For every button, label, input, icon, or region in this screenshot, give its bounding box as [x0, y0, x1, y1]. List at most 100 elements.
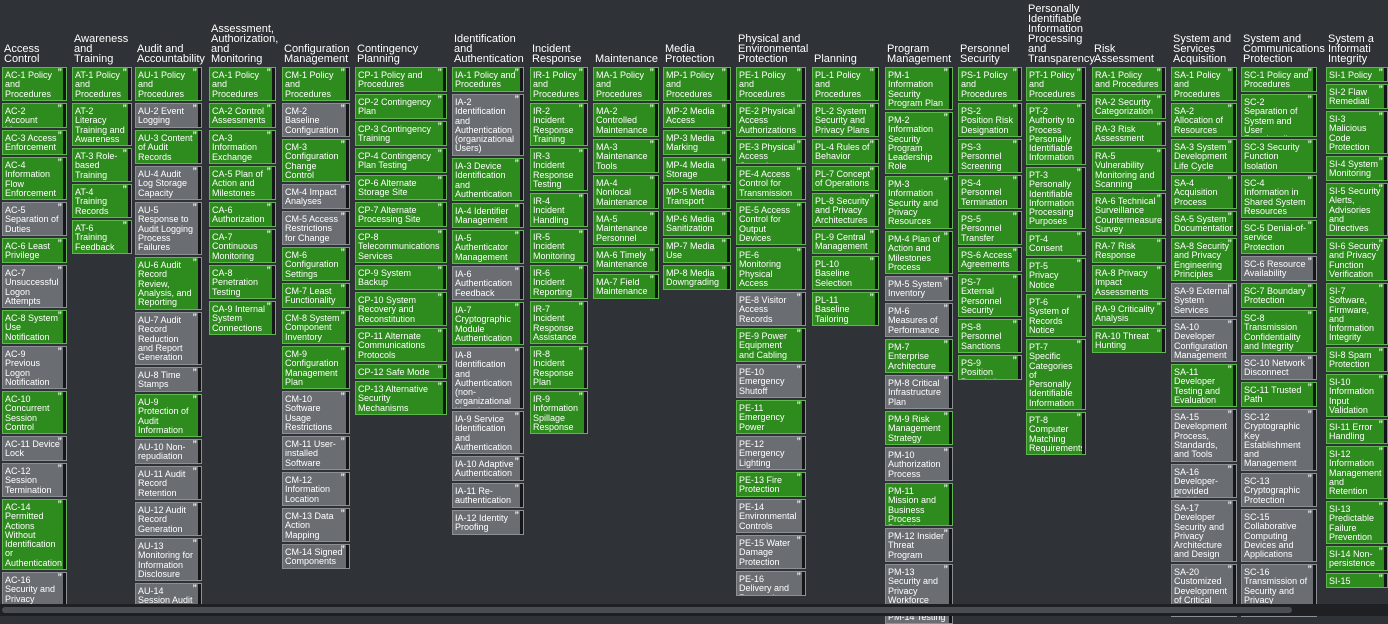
control-card[interactable]: PM-6 Measures of Performance”: [885, 303, 953, 337]
control-card[interactable]: CA-8 Penetration Testing ”: [209, 265, 276, 299]
control-card[interactable]: PL-9 Central Management”: [812, 229, 879, 254]
control-card[interactable]: AT-1 Policy and Procedures”: [72, 67, 132, 101]
control-card[interactable]: SI-10 Information Input Validation”: [1326, 374, 1388, 417]
control-card[interactable]: PT-4 Consent ”: [1026, 231, 1086, 256]
control-card[interactable]: AU-5 Response to Audit Logging Process F…: [135, 202, 202, 255]
control-card[interactable]: IR-7 Incident Response Assistance”: [530, 301, 588, 344]
control-card[interactable]: PM-7 Enterprise Architecture ”: [885, 339, 953, 373]
control-card[interactable]: PE-14 Environmental Controls”: [736, 499, 806, 533]
control-card[interactable]: CP-10 System Recovery and Reconstitution…: [355, 292, 447, 326]
control-card[interactable]: CM-6 Configuration Settings”: [282, 247, 350, 281]
control-card[interactable]: IA-8 Identification and Authentication (…: [452, 347, 524, 409]
control-card[interactable]: CP-13 Alternative Security Mechanisms ”: [355, 381, 447, 415]
control-card[interactable]: PL-11 Baseline Tailoring ”: [812, 292, 879, 326]
control-card[interactable]: SA-15 Development Process, Standards, an…: [1171, 409, 1237, 462]
control-card[interactable]: PM-3 Information Security and Privacy Re…: [885, 176, 953, 229]
control-card[interactable]: MP-3 Media Marking ”: [663, 130, 731, 155]
control-card[interactable]: IR-1 Policy and Procedures”: [530, 67, 588, 101]
control-card[interactable]: PE-8 Visitor Access Records ”: [736, 292, 806, 326]
control-card[interactable]: SA-16 Developer-provided Training ”: [1171, 464, 1237, 498]
control-card[interactable]: PM-12 Insider Threat Program”: [885, 528, 953, 562]
control-card[interactable]: IA-12 Identity Proofing ”: [452, 510, 524, 535]
control-card[interactable]: PE-9 Power Equipment and Cabling ”: [736, 328, 806, 362]
control-card[interactable]: SC-15 Collaborative Computing Devices an…: [1241, 509, 1317, 562]
control-card[interactable]: SA-4 Acquisition Process ”: [1171, 175, 1237, 209]
control-card[interactable]: PM-8 Critical Infrastructure Plan”: [885, 375, 953, 409]
control-card[interactable]: RA-3 Risk Assessment ”: [1092, 121, 1166, 146]
control-card[interactable]: SI-8 Spam Protection ”: [1326, 347, 1388, 372]
control-card[interactable]: SI-5 Security Alerts, Advisories and Dir…: [1326, 183, 1388, 236]
control-card[interactable]: CM-3 Configuration Change Control”: [282, 139, 350, 182]
control-card[interactable]: PE-12 Emergency Lighting ”: [736, 436, 806, 470]
control-card[interactable]: CM-12 Information Location ”: [282, 472, 350, 506]
control-card[interactable]: CM-1 Policy and Procedures ”: [282, 67, 350, 101]
control-card[interactable]: PT-1 Policy and Procedures”: [1026, 67, 1086, 101]
control-card[interactable]: CM-5 Access Restrictions for Change”: [282, 211, 350, 245]
control-card[interactable]: CM-9 Configuration Management Plan”: [282, 346, 350, 389]
control-card[interactable]: PM-9 Risk Management Strategy”: [885, 411, 953, 445]
control-card[interactable]: RA-10 Threat Hunting ”: [1092, 328, 1166, 353]
control-card[interactable]: PE-16 Delivery and Removal ”: [736, 571, 806, 596]
control-card[interactable]: PS-1 Policy and Procedures ”: [958, 67, 1022, 101]
control-card[interactable]: IR-6 Incident Reporting ”: [530, 265, 588, 299]
control-card[interactable]: RA-8 Privacy Impact Assessments ”: [1092, 265, 1166, 299]
control-card[interactable]: CP-4 Contingency Plan Testing ”: [355, 148, 447, 173]
control-card[interactable]: MA-3 Maintenance Tools”: [593, 139, 659, 173]
control-card[interactable]: SC-11 Trusted Path ”: [1241, 382, 1317, 407]
control-card[interactable]: AC-14 Permitted Actions Without Identifi…: [2, 499, 67, 570]
control-card[interactable]: SI-4 System Monitoring”: [1326, 156, 1388, 181]
control-card[interactable]: SA-11 Developer Testing and Evaluation ”: [1171, 364, 1237, 407]
control-card[interactable]: IR-4 Incident Handling ”: [530, 193, 588, 227]
control-card[interactable]: PL-10 Baseline Selection ”: [812, 256, 879, 290]
control-card[interactable]: AU-11 Audit Record Retention ”: [135, 466, 202, 500]
control-card[interactable]: PS-4 Personnel Termination ”: [958, 175, 1022, 209]
control-card[interactable]: AC-10 Concurrent Session Control ”: [2, 391, 67, 434]
control-card[interactable]: PM-5 System Inventory”: [885, 276, 953, 301]
control-card[interactable]: PM-4 Plan of Action and Milestones Proce…: [885, 231, 953, 274]
control-card[interactable]: PE-15 Water Damage Protection ”: [736, 535, 806, 569]
control-card[interactable]: CP-11 Alternate Communications Protocols…: [355, 328, 447, 362]
control-card[interactable]: CM-11 User-installed Software ”: [282, 436, 350, 470]
control-card[interactable]: PT-2 Authority to Process Personally Ide…: [1026, 103, 1086, 165]
control-card[interactable]: RA-1 Policy and Procedures”: [1092, 67, 1166, 92]
control-card[interactable]: SI-7 Software, Firmware, and Information…: [1326, 283, 1388, 345]
control-card[interactable]: IR-3 Incident Response Testing ”: [530, 148, 588, 191]
control-card[interactable]: AU-9 Protection of Audit Information”: [135, 394, 202, 437]
control-card[interactable]: MP-5 Media Transport ”: [663, 184, 731, 209]
control-card[interactable]: SI-13 Predictable Failure Prevention”: [1326, 501, 1388, 544]
control-card[interactable]: SA-9 External System Services”: [1171, 283, 1237, 317]
control-card[interactable]: PT-5 Privacy Notice ”: [1026, 258, 1086, 292]
control-card[interactable]: AC-2 Account Management”: [2, 103, 67, 128]
control-card[interactable]: CA-3 Information Exchange ”: [209, 130, 276, 164]
horizontal-scrollbar-thumb[interactable]: [2, 607, 1292, 613]
control-card[interactable]: PE-1 Policy and Procedures ”: [736, 67, 806, 101]
control-card[interactable]: IR-8 Incident Response Plan ”: [530, 346, 588, 389]
control-card[interactable]: AU-14 Session Audit”: [135, 583, 202, 608]
control-card[interactable]: CM-2 Baseline Configuration”: [282, 103, 350, 137]
control-card[interactable]: PE-5 Access Control for Output Devices ”: [736, 202, 806, 245]
control-card[interactable]: SI-11 Error Handling ”: [1326, 419, 1388, 444]
control-card[interactable]: AC-4 Information Flow Enforcement”: [2, 157, 67, 200]
control-card[interactable]: AC-6 Least Privilege ”: [2, 238, 67, 263]
control-card[interactable]: IA-4 Identifier Management ”: [452, 203, 524, 228]
control-card[interactable]: AC-11 Device Lock”: [2, 436, 67, 461]
control-card[interactable]: SA-17 Developer Security and Privacy Arc…: [1171, 500, 1237, 562]
control-card[interactable]: PS-9 Position Descriptions”: [958, 355, 1022, 380]
control-card[interactable]: PL-2 System Security and Privacy Plans”: [812, 103, 879, 137]
control-card[interactable]: PE-4 Access Control for Transmission”: [736, 166, 806, 200]
control-card[interactable]: CP-2 Contingency Plan ”: [355, 94, 447, 119]
control-card[interactable]: IA-9 Service Identification and Authenti…: [452, 411, 524, 454]
control-card[interactable]: MP-2 Media Access ”: [663, 103, 731, 128]
control-card[interactable]: IR-5 Incident Monitoring”: [530, 229, 588, 263]
control-card[interactable]: PS-7 External Personnel Security ”: [958, 274, 1022, 317]
control-card[interactable]: SC-6 Resource Availability”: [1241, 256, 1317, 281]
control-card[interactable]: CP-12 Safe Mode ”: [355, 364, 447, 379]
control-card[interactable]: SI-2 Flaw Remediati ”: [1326, 84, 1388, 109]
control-card[interactable]: AU-7 Audit Record Reduction and Report G…: [135, 312, 202, 365]
control-card[interactable]: IA-2 Identification and Authentication (…: [452, 94, 524, 156]
control-card[interactable]: SC-4 Information in Shared System Resour…: [1241, 175, 1317, 218]
control-card[interactable]: CA-7 Continuous Monitoring ”: [209, 229, 276, 263]
control-card[interactable]: PL-4 Rules of Behavior”: [812, 139, 879, 164]
control-card[interactable]: IA-11 Re-authentication”: [452, 483, 524, 508]
control-card[interactable]: PS-2 Position Risk Designation”: [958, 103, 1022, 137]
